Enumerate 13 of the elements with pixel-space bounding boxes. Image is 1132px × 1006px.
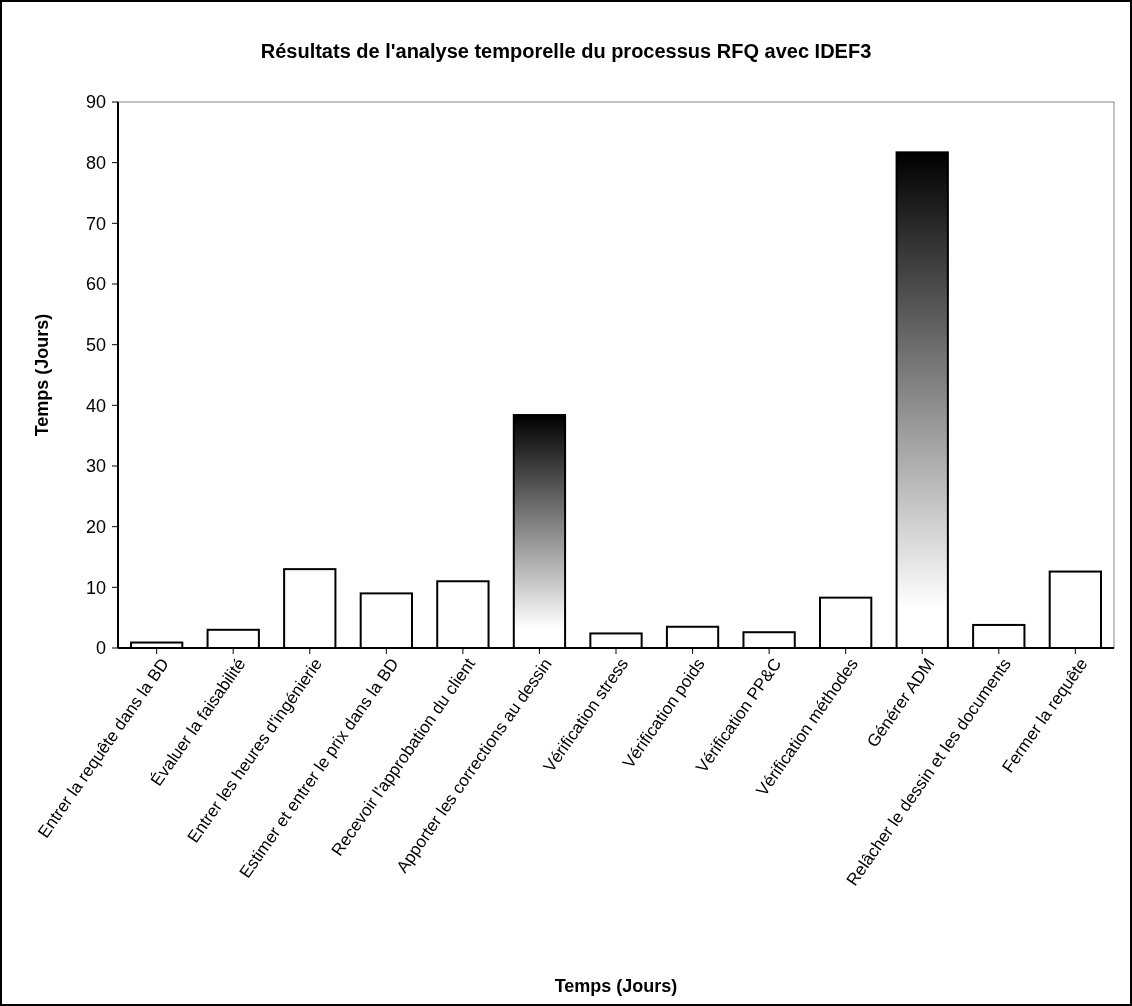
y-tick-label: 80: [85, 152, 106, 173]
y-tick-label: 10: [85, 577, 106, 598]
y-tick-label: 30: [85, 456, 106, 477]
y-axis-title: Temps (Jours): [32, 313, 52, 437]
x-axis-title: Temps (Jours): [554, 976, 678, 996]
y-tick-label: 60: [85, 274, 106, 295]
y-tick-label: 90: [85, 92, 106, 113]
y-tick-label: 0: [95, 638, 106, 659]
y-tick-label: 50: [85, 334, 106, 355]
y-tick-label: 20: [85, 516, 106, 537]
y-tick-label: 70: [85, 213, 106, 234]
chart-title: Résultats de l'analyse temporelle du processus RFQ avec IDEF3: [260, 40, 872, 62]
y-tick-label: 40: [85, 395, 106, 416]
